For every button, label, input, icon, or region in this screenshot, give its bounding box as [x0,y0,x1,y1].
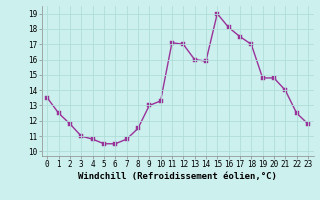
X-axis label: Windchill (Refroidissement éolien,°C): Windchill (Refroidissement éolien,°C) [78,172,277,181]
